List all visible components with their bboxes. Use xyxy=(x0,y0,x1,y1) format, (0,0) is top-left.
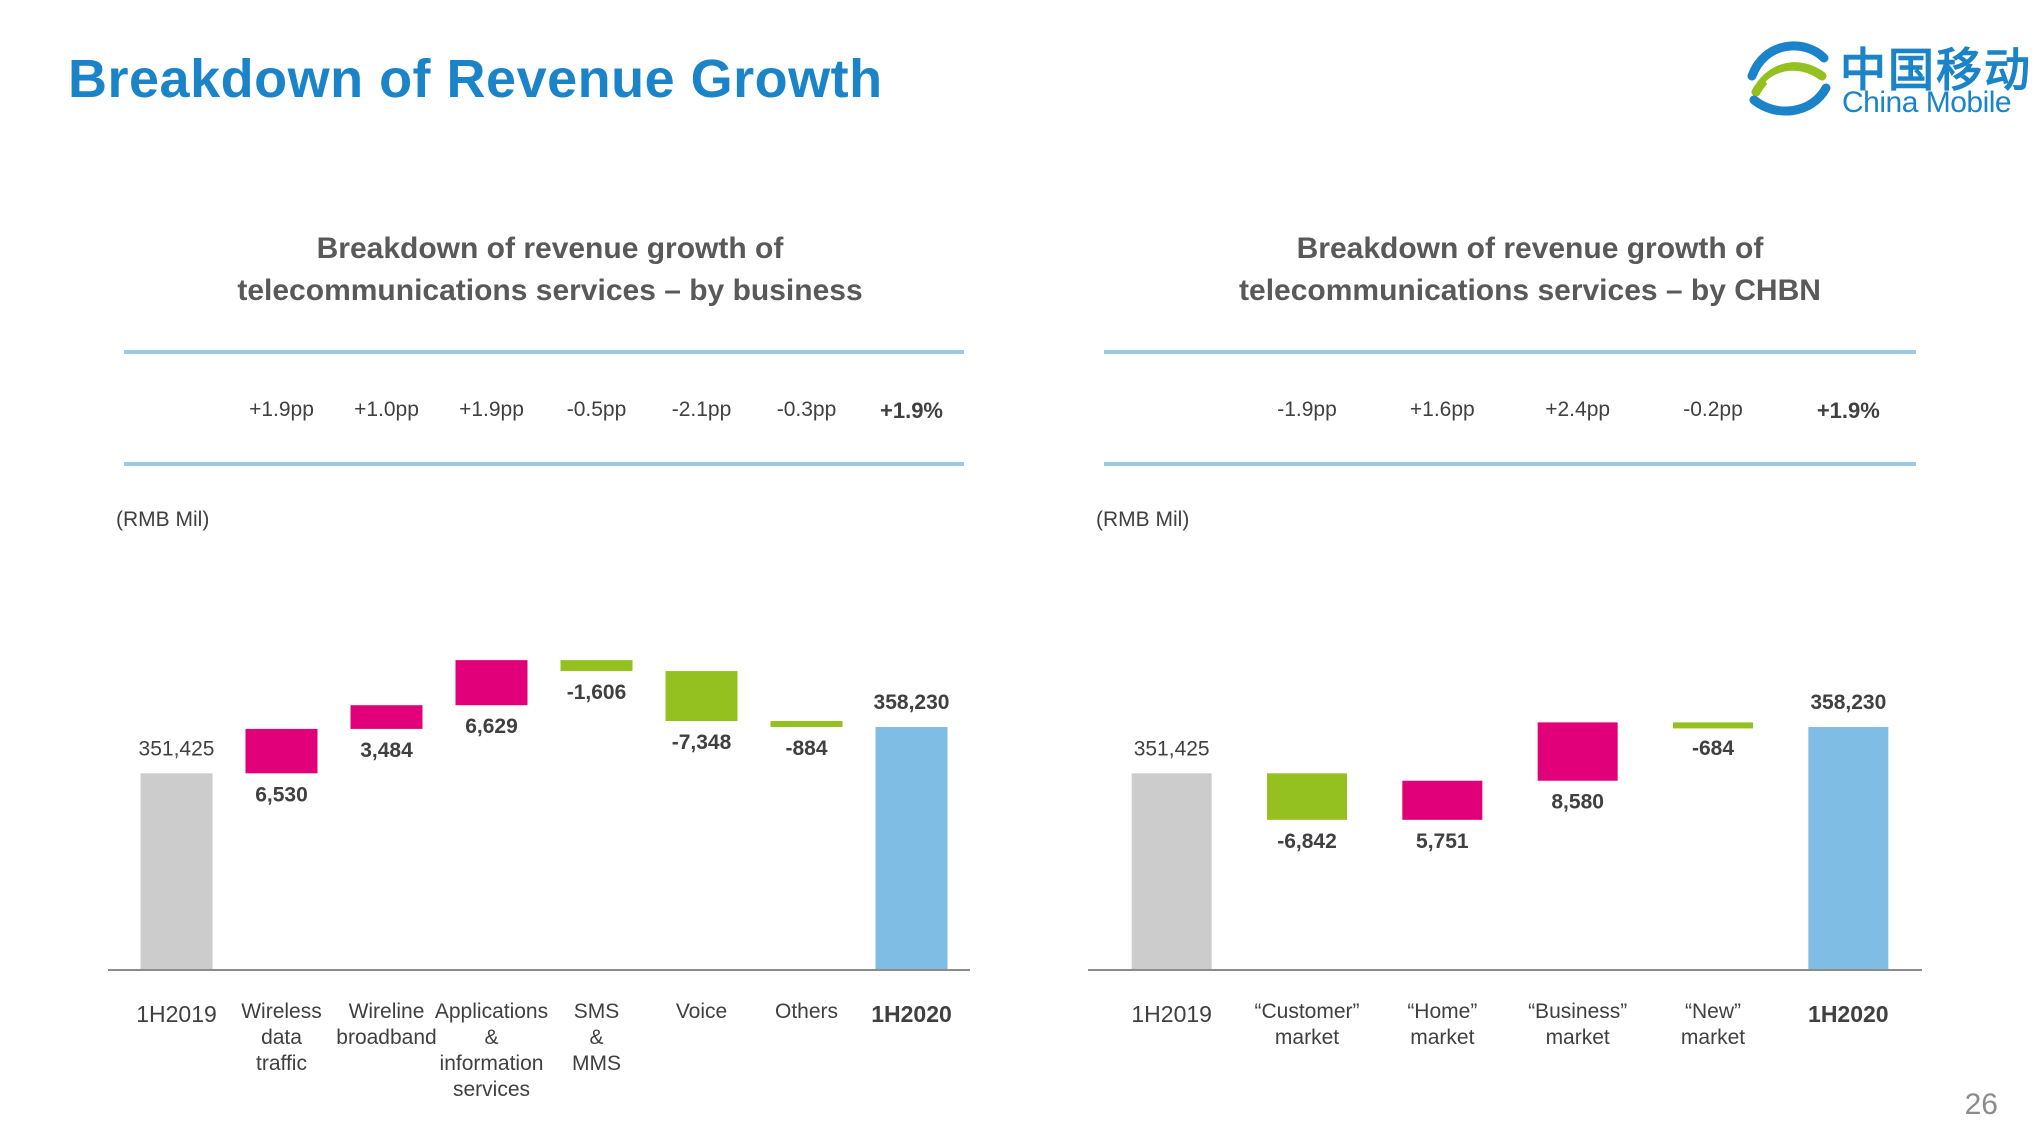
category-label: 1H2020 xyxy=(871,1001,952,1027)
pp-band-bottom-line xyxy=(1104,462,1916,466)
bar-total xyxy=(875,727,948,970)
data-label: 358,230 xyxy=(1810,691,1886,714)
data-label: -6,842 xyxy=(1277,830,1337,853)
category-label: “Home” market xyxy=(1407,1000,1477,1049)
growth-pp-label: +1.9% xyxy=(880,398,943,423)
data-label: -884 xyxy=(785,737,827,760)
data-label: 351,425 xyxy=(139,737,215,760)
bar-decrease xyxy=(1267,773,1347,820)
chart-title: Breakdown of revenue growth of telecommu… xyxy=(237,232,863,307)
china-mobile-logo: 中国移动 China Mobile xyxy=(1742,30,2032,130)
pp-band-top-line xyxy=(124,350,964,354)
category-label: Applications & information services xyxy=(435,1000,548,1101)
waterfall-chart: 351,425 1H2019 -6,842 “Customer” market 5,751… xyxy=(1088,691,1922,1049)
category-label: “Business” market xyxy=(1528,1000,1627,1049)
bar-increase xyxy=(350,705,423,729)
data-label: 358,230 xyxy=(874,691,950,714)
bar-increase xyxy=(245,728,318,774)
category-label: Others xyxy=(775,1000,838,1023)
data-label: 5,751 xyxy=(1416,830,1469,853)
category-label: “New” market xyxy=(1681,1000,1745,1049)
slide-title: Breakdown of Revenue Growth xyxy=(68,49,883,109)
bar-total xyxy=(1808,727,1889,970)
bar-decrease xyxy=(1673,722,1753,729)
growth-pp-label: +1.9% xyxy=(1816,398,1880,423)
bar-decrease xyxy=(770,721,843,728)
page-number: 26 xyxy=(1964,1088,1998,1121)
data-label: 351,425 xyxy=(1134,737,1210,760)
data-label: 6,629 xyxy=(465,715,518,738)
bar-increase xyxy=(455,660,528,706)
category-label: 1H2019 xyxy=(1131,1001,1212,1027)
data-label: 3,484 xyxy=(360,739,413,762)
growth-pp-label: +1.9pp xyxy=(459,398,524,421)
category-label: Wireline broadband xyxy=(336,1000,436,1049)
waterfall-chart: 351,425 1H2019 6,530 Wireless data traffic 3,4… xyxy=(108,660,970,1101)
bar-decrease xyxy=(560,660,633,672)
category-label: SMS & MMS xyxy=(572,1000,621,1075)
growth-pp-label: +1.0pp xyxy=(354,398,419,421)
growth-pp-label: +2.4pp xyxy=(1545,398,1611,421)
pp-band-top-line xyxy=(1104,350,1916,354)
data-label: -684 xyxy=(1692,737,1734,760)
bar-decrease xyxy=(665,671,738,722)
growth-pp-label: -2.1pp xyxy=(671,398,732,421)
bar-increase xyxy=(1402,780,1483,820)
bar-base xyxy=(140,773,213,970)
category-label: Voice xyxy=(676,1000,727,1023)
unit-label: (RMB Mil) xyxy=(116,508,210,531)
pp-band-bottom-line xyxy=(124,462,964,466)
chart-title: Breakdown of revenue growth of telecommu… xyxy=(1239,232,1821,307)
logo-chinese-text: 中国移动 xyxy=(1840,43,2032,97)
category-label: 1H2020 xyxy=(1808,1001,1889,1027)
category-label: “Customer” market xyxy=(1254,1000,1359,1049)
data-label: 6,530 xyxy=(255,783,308,806)
growth-pp-label: -1.9pp xyxy=(1277,398,1337,421)
bar-base xyxy=(1131,773,1212,970)
growth-pp-label: +1.9pp xyxy=(249,398,314,421)
growth-pp-label: -0.3pp xyxy=(776,398,837,421)
data-label: 8,580 xyxy=(1551,791,1604,814)
data-label: -7,348 xyxy=(672,731,732,754)
growth-pp-label: -0.2pp xyxy=(1683,398,1743,421)
unit-label: (RMB Mil) xyxy=(1096,508,1190,531)
logo-english-text: China Mobile xyxy=(1842,86,2012,119)
growth-pp-label: -0.5pp xyxy=(566,398,627,421)
category-label: 1H2019 xyxy=(136,1001,217,1027)
bar-increase xyxy=(1537,722,1618,781)
category-label: Wireless data traffic xyxy=(241,1000,322,1075)
growth-pp-label: +1.6pp xyxy=(1409,398,1475,421)
china-mobile-logo-icon xyxy=(1747,41,1831,116)
data-label: -1,606 xyxy=(567,681,627,704)
